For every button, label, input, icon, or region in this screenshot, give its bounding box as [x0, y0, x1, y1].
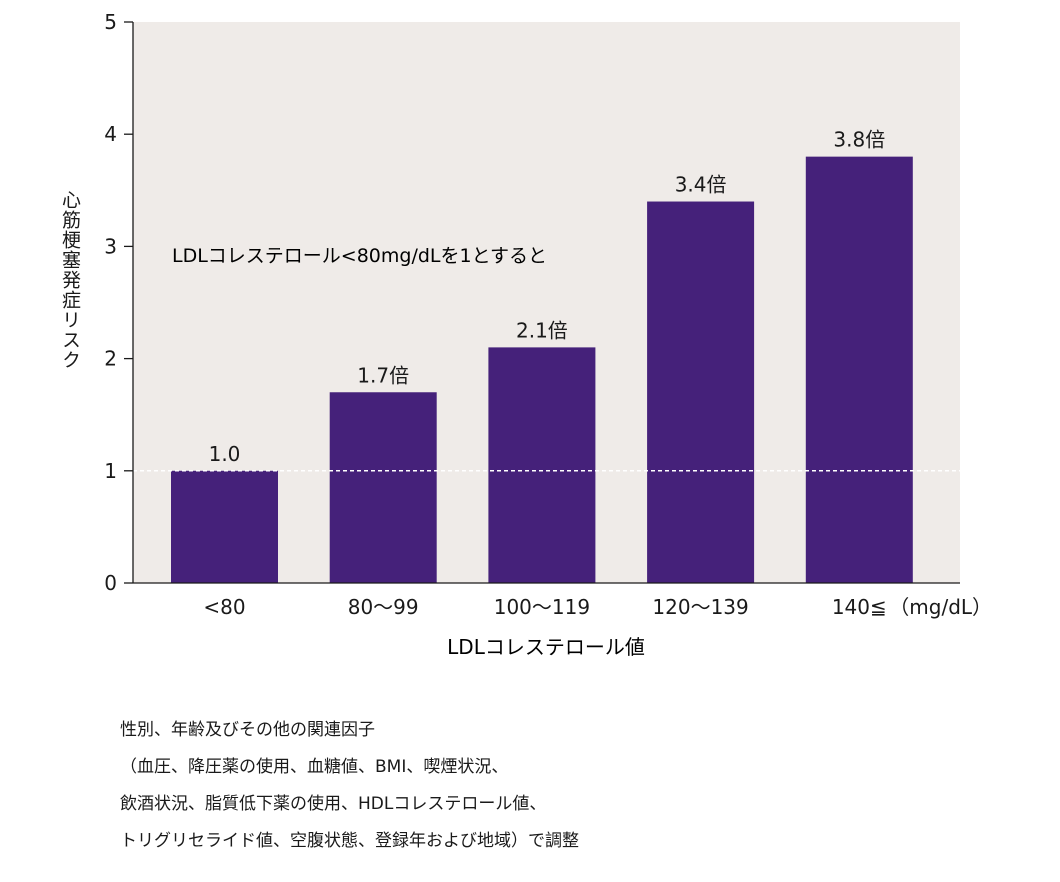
- y-tick-label: 5: [104, 10, 117, 34]
- bar: [488, 347, 596, 583]
- y-tick-label: 2: [104, 347, 117, 371]
- note-line: 性別、年齢及びその他の関連因子: [120, 720, 375, 740]
- bar: [647, 201, 755, 583]
- bar-chart: 1.0 1.7倍 2.1倍 3.4倍 3.8倍 0 1 2 3 4 5 <80 80〜99 100〜1…: [104, 10, 992, 659]
- bar-value-label: 2.1倍: [516, 318, 568, 342]
- adjustment-notes: 性別、年齢及びその他の関連因子 （血圧、降圧薬の使用、血糖値、BMI、喫煙状況、…: [120, 712, 579, 860]
- bar-value-label: 1.7倍: [357, 363, 409, 387]
- bar: [805, 156, 913, 583]
- x-axis-label: LDLコレステロール値: [447, 635, 645, 659]
- y-tick-label: 3: [104, 234, 117, 258]
- bar-value-label: 1.0: [209, 442, 241, 466]
- bar: [171, 470, 278, 583]
- y-tick-label: 1: [104, 459, 117, 483]
- x-tick-label: <80: [203, 595, 245, 619]
- note-line: 飲酒状況、脂質低下薬の使用、HDLコレステロール値、: [120, 794, 547, 814]
- x-unit-label: （mg/dL）: [889, 595, 992, 619]
- y-tick-label: 4: [104, 122, 117, 146]
- x-tick-label: 80〜99: [348, 595, 419, 619]
- note-line: （血圧、降圧薬の使用、血糖値、BMI、喫煙状況、: [120, 757, 509, 777]
- y-axis-label: 心筋梗塞発症リスク: [59, 190, 81, 370]
- x-tick-label: 100〜119: [494, 595, 590, 619]
- x-tick-label: 120〜139: [652, 595, 748, 619]
- bar-value-label: 3.4倍: [675, 173, 727, 197]
- note-line: トリグリセライド値、空腹状態、登録年および地域）で調整: [120, 831, 579, 851]
- chart-annotation: LDLコレステロール<80mg/dLを1とすると: [172, 245, 547, 267]
- bar-value-label: 3.8倍: [833, 128, 885, 152]
- x-tick-label: 140≦: [832, 595, 887, 619]
- bar: [329, 392, 437, 583]
- y-tick-label: 0: [104, 571, 117, 595]
